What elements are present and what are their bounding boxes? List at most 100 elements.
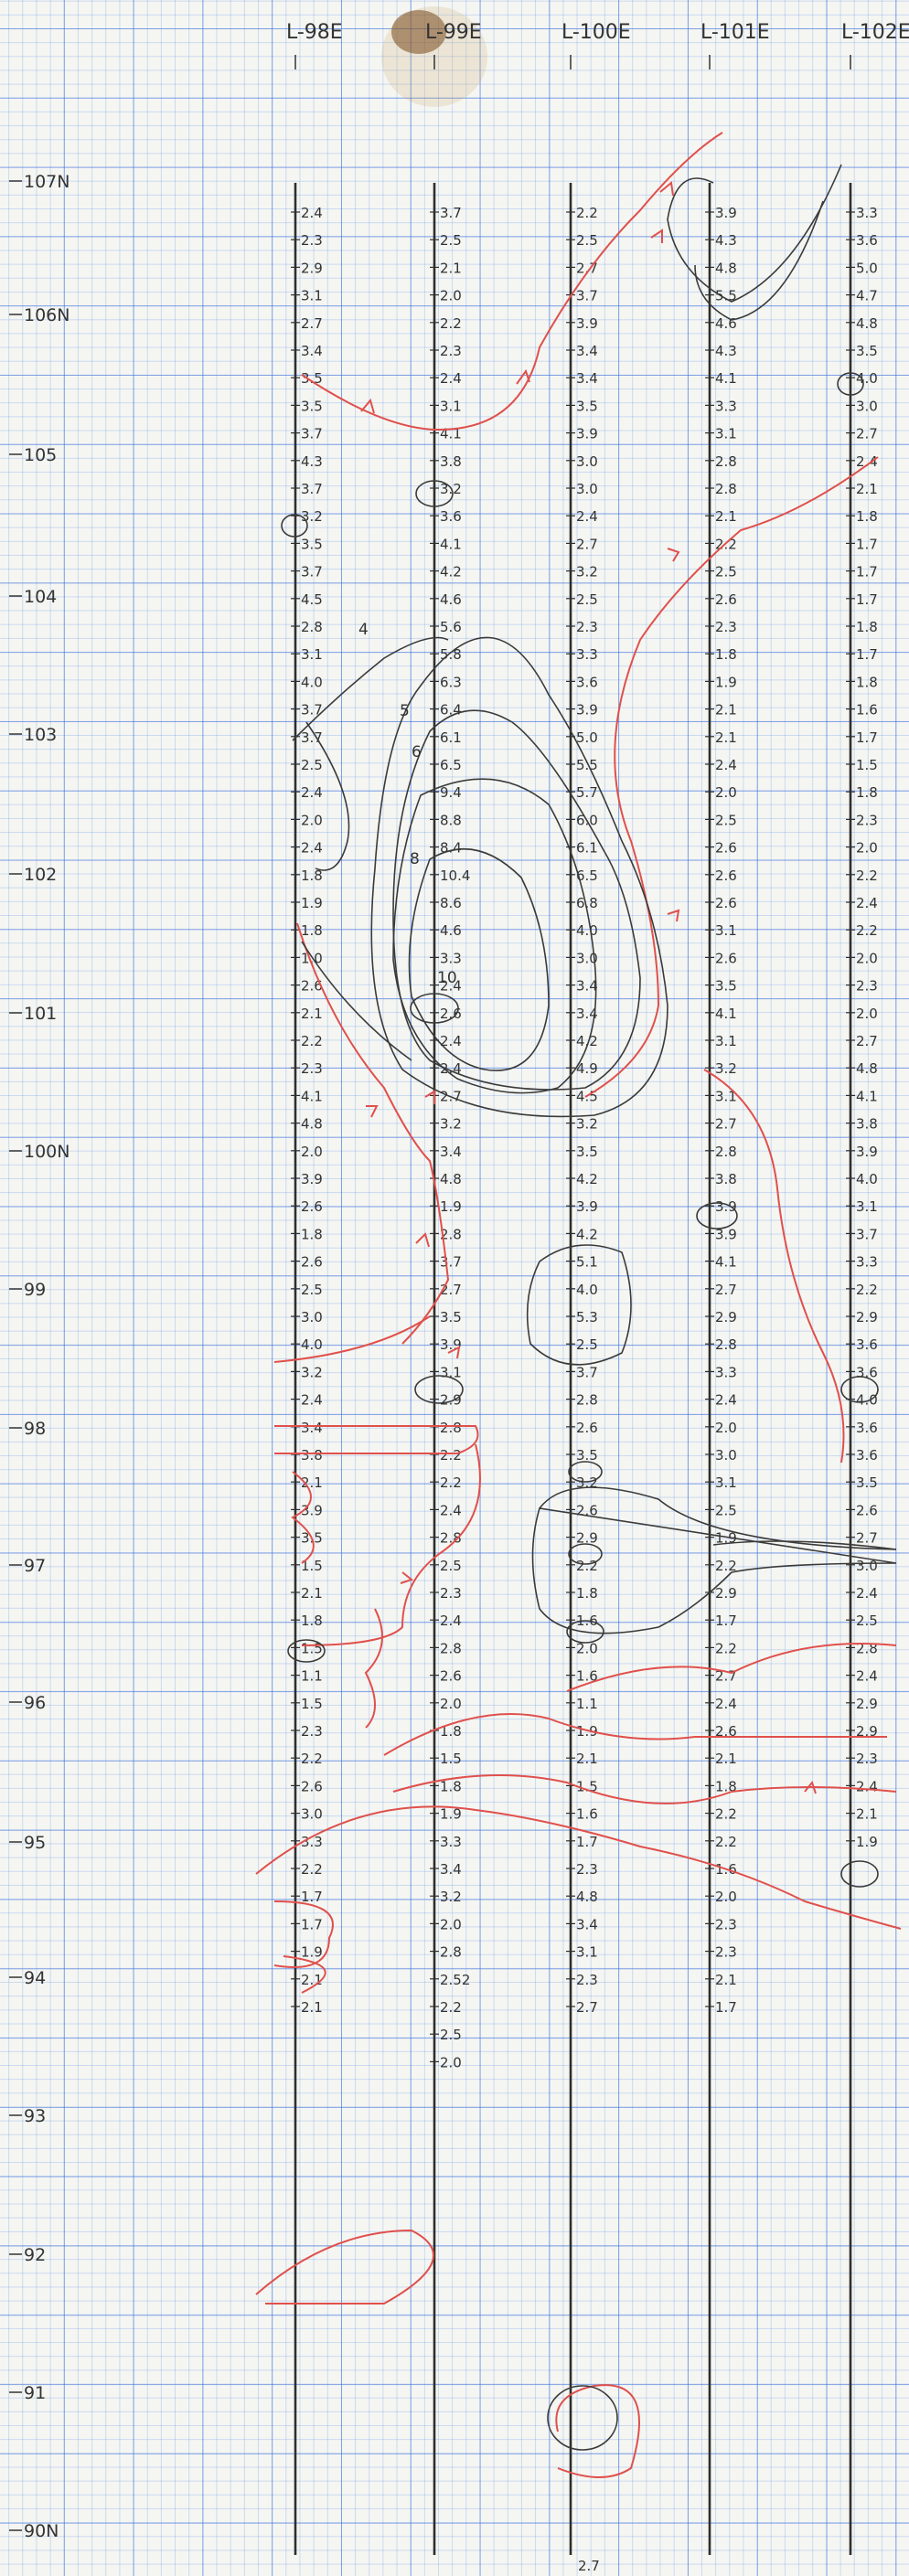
reading-value: 2.8 [440,1944,462,1961]
reading-value: 4.3 [715,343,737,359]
reading-value: 2.4 [715,757,737,773]
reading-value: 3.2 [301,508,323,525]
pencil-contours [281,164,897,2451]
reading-value: 1.8 [301,1226,323,1242]
reading-value: 2.1 [715,702,737,719]
northing-label: 105 [24,445,57,465]
reading-value: 2.7 [856,426,878,442]
reading-value: 4.8 [715,260,737,276]
reading-value: 2.2 [856,922,878,939]
reading-value: 2.6 [715,591,737,608]
reading-value: 4.2 [576,1033,598,1049]
reading-value: 4.1 [715,370,737,387]
reading-value: 3.8 [440,453,462,470]
reading-value: 2.3 [576,619,598,635]
reading-value: 3.1 [715,1088,737,1104]
reading-value: 1.8 [856,784,878,801]
reading-value: 2.3 [301,1060,323,1077]
reading-value: 2.2 [301,1861,323,1878]
reading-value: 2.9 [576,1530,598,1547]
reading-value: 1.6 [856,702,878,719]
reading-value: 2.6 [715,868,737,884]
reading-value: 1.7 [856,536,878,552]
reading-value: 3.0 [301,1309,323,1325]
reading-value: 2.1 [301,1999,323,2016]
reading-value: 1.6 [576,1668,598,1685]
reading-value: 4.8 [576,1889,598,1905]
reading-value: 1.8 [856,619,878,635]
reading-value: 6.5 [576,868,598,884]
reading-value: 1.5 [440,1751,462,1767]
reading-value: 2.0 [301,1144,323,1160]
reading-value: 3.7 [576,1364,598,1380]
reading-value: 1.8 [440,1723,462,1740]
reading-value: 1.8 [301,1613,323,1629]
reading-value: 2.7 [856,1530,878,1547]
reading-value: 2.0 [301,812,323,828]
reading-value: 3.7 [301,702,323,719]
reading-value: 3.1 [715,1033,737,1049]
reading-value: 5.8 [440,646,462,663]
reading-value: 2.7 [856,1033,878,1049]
reading-value: 3.7 [576,288,598,304]
reading-value: 2.52 [440,1972,470,1988]
reading-value: 1.8 [715,1778,737,1794]
reading-value: 3.1 [715,922,737,939]
reading-value: 2.8 [715,1144,737,1160]
reading-value: 4.6 [440,591,462,608]
reading-value: 10.4 [440,868,470,884]
reading-value: 3.0 [301,1806,323,1823]
contour-label: 5 [400,702,410,720]
reading-value: 3.0 [576,481,598,497]
reading-value: 3.4 [301,1420,323,1436]
reading-value: 4.2 [576,1226,598,1242]
reading-value: 6.3 [440,674,462,690]
reading-value: 2.1 [301,1585,323,1602]
reading-value: 4.2 [576,1171,598,1187]
reading-value: 2.1 [440,260,462,276]
reading-value: 2.2 [440,1474,462,1491]
northing-label: 101 [24,1004,57,1024]
reading-value: 2.2 [440,315,462,332]
reading-value: 2.4 [715,1392,737,1409]
reading-value: 3.5 [301,398,323,414]
reading-value: 4.0 [576,922,598,939]
reading-value: 2.2 [856,868,878,884]
reading-value: 1.9 [301,1944,323,1961]
reading-value: 4.8 [856,315,878,332]
reading-value: 3.9 [576,426,598,442]
reading-value: 3.7 [301,481,323,497]
reading-value: 2.8 [440,1226,462,1242]
northing-label: 98 [24,1419,46,1439]
line-header-3: L-101E [700,21,770,44]
reading-value: 3.5 [715,978,737,995]
reading-value: 2.4 [301,784,323,801]
reading-value: 1.0 [301,950,323,966]
northing-labels: 107N 106N 105 104 103 102 101 100N 99 98 97 96 95 94 9… [9,172,70,2541]
reading-value: 3.4 [576,343,598,359]
reading-value: 2.3 [440,1585,462,1602]
reading-value: 2.0 [715,1889,737,1905]
reading-value: 1.7 [576,1834,598,1850]
reading-value: 2.2 [301,1751,323,1767]
reading-value: 1.7 [856,591,878,608]
reading-value: 2.3 [301,1723,323,1740]
reading-value: 2.5 [440,2027,462,2043]
reading-value: 2.0 [440,1916,462,1932]
reading-value: 4.3 [715,232,737,249]
reading-value: 3.3 [715,398,737,414]
contour-label: 4 [358,621,369,639]
northing-label: 102 [24,865,57,885]
reading-value: 3.6 [856,1447,878,1464]
reading-value: 1.5 [856,757,878,773]
reading-value: 4.8 [440,1171,462,1187]
reading-value: 2.1 [301,1474,323,1491]
northing-label: 93 [24,2106,46,2126]
reading-value: 4.1 [301,1088,323,1104]
reading-value: 2.2 [715,1834,737,1850]
reading-value: 1.7 [856,729,878,746]
reading-value: 4.1 [440,536,462,552]
reading-value: 4.5 [301,591,323,608]
reading-value: 4.7 [856,288,878,304]
reading-value: 1.8 [301,922,323,939]
